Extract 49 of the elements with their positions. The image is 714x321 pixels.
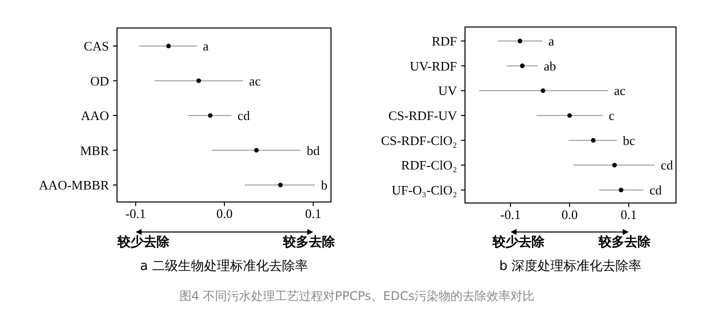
annotation: ac — [614, 83, 626, 98]
y-tick-label: CS-RDF-ClO₂ — [380, 132, 457, 148]
point — [590, 138, 596, 143]
x-tick-label: -0.1 — [125, 206, 146, 221]
point — [618, 188, 624, 192]
y-tick-label: CS-RDF-UV — [388, 108, 458, 124]
x-tick-label: 0.0 — [561, 207, 578, 222]
annotation: b — [321, 178, 328, 193]
x-tick-label: 0.1 — [620, 207, 637, 222]
y-tick-label: AAO-MBBR — [38, 178, 110, 193]
annotation: cd — [649, 182, 662, 198]
y-tick-label: OD — [90, 73, 109, 88]
text: a 二级生物处理标准化去除率 — [140, 258, 308, 274]
annotation: cd — [660, 158, 674, 173]
annotation: bc — [622, 132, 636, 148]
point — [612, 162, 617, 168]
point — [196, 78, 201, 84]
point — [208, 113, 213, 118]
y-tick-label: UV — [438, 83, 458, 98]
text: b 深度处理标准化去除率 — [499, 258, 642, 274]
annotation: a — [548, 34, 554, 49]
text: 较少去除 — [492, 234, 546, 250]
annotation: c — [608, 108, 615, 124]
y-tick-label: MBR — [80, 142, 110, 158]
y-tick-label: AAO — [80, 108, 109, 124]
text: 较少去除 — [116, 234, 171, 250]
y-tick-label: UF-O₃-ClO₂ — [392, 182, 457, 198]
point — [540, 88, 546, 93]
text: 较多去除 — [282, 234, 336, 250]
annotation: a — [202, 38, 209, 54]
point — [567, 113, 572, 118]
annotation: ab — [544, 58, 556, 74]
annotation: cd — [238, 108, 250, 124]
caption: 图4 不同污水处理工艺过程对PPCPs、EDCs污染物的去除效率对比 — [179, 289, 535, 303]
y-tick-label: RDF-ClO₂ — [401, 158, 457, 173]
annotation: ac — [249, 73, 261, 88]
point — [518, 38, 522, 44]
text: 较多去除 — [598, 234, 652, 250]
x-tick-label: -0.1 — [500, 207, 521, 222]
x-tick-label: 0.1 — [305, 206, 322, 221]
point — [254, 148, 259, 153]
point — [278, 182, 283, 188]
x-tick-label: 0.0 — [216, 206, 233, 221]
y-tick-label: RDF — [432, 34, 457, 49]
y-tick-label: UV-RDF — [410, 58, 457, 74]
point — [166, 44, 171, 48]
point — [520, 64, 525, 68]
annotation: bd — [306, 142, 320, 158]
y-tick-label: CAS — [84, 38, 109, 54]
